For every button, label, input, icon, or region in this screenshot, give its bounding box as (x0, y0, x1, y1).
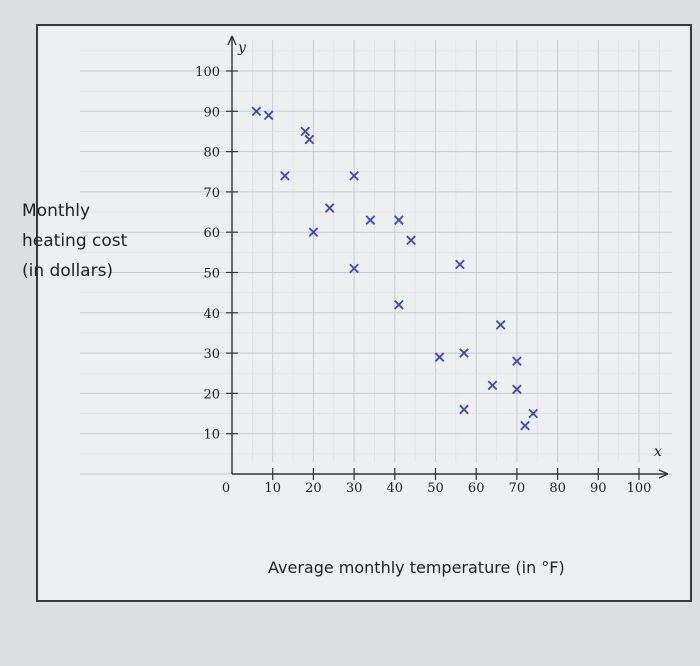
x-tick-label: 100 (627, 481, 652, 496)
data-point (455, 259, 465, 270)
data-point (394, 299, 404, 310)
data-point (304, 134, 315, 145)
x-tick-label: 30 (346, 481, 363, 496)
y-tick-label: 70 (203, 186, 220, 201)
y-axis-label: Monthly heating cost (in dollars) (22, 201, 128, 281)
y-tick-label: 40 (203, 307, 220, 322)
data-point (512, 384, 522, 395)
y-tick-label: 10 (203, 428, 220, 443)
y-tick-label: 50 (203, 267, 220, 282)
x-tick-label: 10 (264, 481, 281, 496)
y-tick-label: 80 (203, 146, 220, 161)
y-tick-label: 100 (195, 65, 220, 80)
data-point (406, 235, 416, 246)
data-point (434, 352, 445, 362)
x-tick-label: 90 (590, 481, 607, 496)
x-tick-label: 50 (427, 481, 444, 496)
data-point (512, 356, 522, 366)
x-axis-label: Average monthly temperature (in °F) (268, 558, 565, 577)
data-point (280, 170, 290, 181)
data-point (520, 420, 530, 431)
y-axis-variable: y (237, 40, 247, 56)
y-tick-label: 30 (203, 347, 220, 362)
data-point (459, 348, 469, 358)
y-axis-arrow (227, 35, 237, 46)
x-tick-label: 40 (387, 481, 404, 496)
data-point (324, 203, 335, 213)
data-point (308, 227, 319, 238)
data-point (528, 408, 539, 419)
data-point (349, 170, 359, 181)
data-point (394, 215, 404, 225)
y-tick-label: 20 (203, 387, 220, 402)
data-point (495, 320, 506, 330)
x-tick-label: 80 (549, 481, 566, 496)
x-axis-variable: x (654, 444, 662, 460)
x-axis-arrow (658, 469, 669, 479)
y-tick-label: 90 (203, 105, 220, 120)
x-tick-label: 20 (305, 481, 322, 496)
x-tick-label: 60 (468, 481, 485, 496)
data-point (251, 106, 262, 117)
data-point (263, 110, 274, 121)
x-tick-label: 70 (509, 481, 526, 496)
y-tick-label: 60 (203, 226, 220, 241)
data-point (365, 215, 376, 225)
origin-label: 0 (222, 481, 230, 496)
data-point (349, 263, 359, 274)
data-point (487, 380, 498, 391)
data-point (459, 404, 469, 415)
data-point (300, 126, 311, 137)
